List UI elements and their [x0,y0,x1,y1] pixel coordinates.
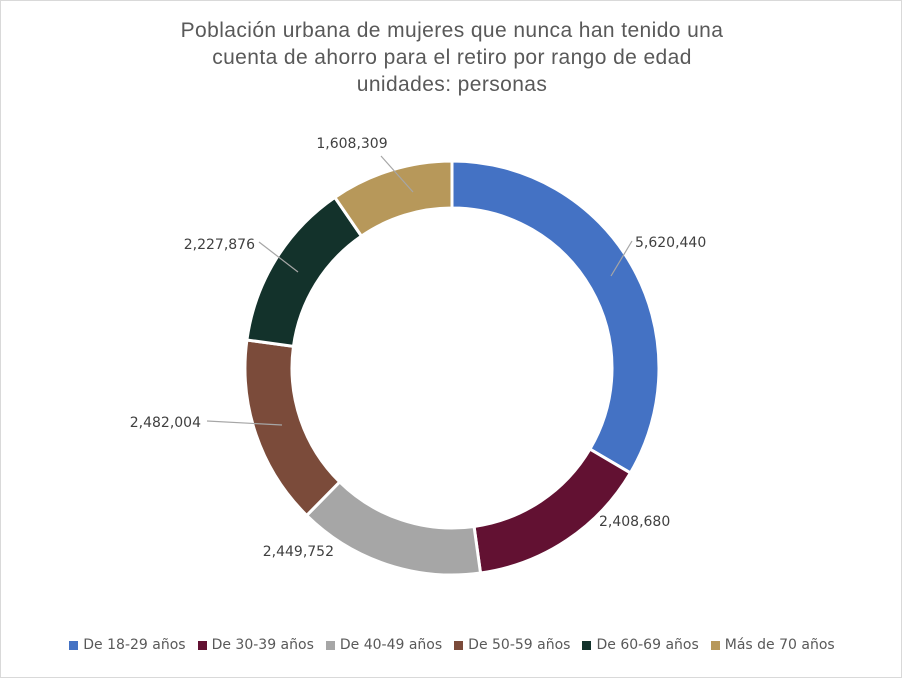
legend: De 18-29 años De 30-39 años De 40-49 años D… [1,637,901,653]
leader-lines [206,155,633,426]
donut-slice-1 [450,159,661,475]
legend-swatch-3 [325,640,335,650]
legend-item-3: De 40-49 años [325,637,443,653]
donut-slice-5 [245,195,364,349]
data-label-4: 2,482,004 [130,415,201,431]
donut-slices [243,159,661,577]
leader-line-5 [258,241,299,273]
legend-label-6: Más de 70 años [724,637,835,653]
chart-title-line-2: cuenta de ahorro para el retiro por rang… [212,46,692,69]
legend-swatch-2 [197,640,207,650]
legend-item-6: Más de 70 años [710,637,835,653]
donut-slice-2 [472,447,633,575]
data-label-1: 5,620,440 [635,235,706,251]
chart-title: Población urbana de mujeres que nunca ha… [1,17,901,98]
legend-label-5: De 60-69 años [596,637,699,653]
legend-item-1: De 18-29 años [69,637,186,653]
legend-label-2: De 30-39 años [211,637,314,653]
legend-item-2: De 30-39 años [197,637,314,653]
data-label-5: 2,227,876 [184,237,255,253]
data-labels: 5,620,440 2,408,680 2,449,752 2,482,004 2,22… [130,136,707,560]
data-label-6: 1,608,309 [316,136,387,152]
chart-title-line-3: unidades: personas [356,73,548,96]
legend-swatch-4 [454,640,464,650]
chart-title-line-1: Población urbana de mujeres que nunca ha… [180,19,724,42]
donut-slice-3 [304,479,483,577]
leader-line-6 [380,155,414,193]
legend-item-4: De 50-59 años [454,637,570,653]
legend-swatch-5 [582,640,592,650]
legend-swatch-1 [69,640,79,650]
legend-swatch-6 [710,640,720,650]
data-label-3: 2,449,752 [263,544,334,560]
legend-item-5: De 60-69 años [582,637,699,653]
leader-line-1 [610,240,633,277]
donut-slice-4 [243,338,342,518]
legend-label-1: De 18-29 años [83,637,186,653]
data-label-2: 2,408,680 [599,514,670,530]
legend-label-3: De 40-49 años [339,637,443,653]
leader-line-4 [206,420,283,426]
legend-label-4: De 50-59 años [468,637,571,653]
donut-slice-6 [332,159,454,239]
